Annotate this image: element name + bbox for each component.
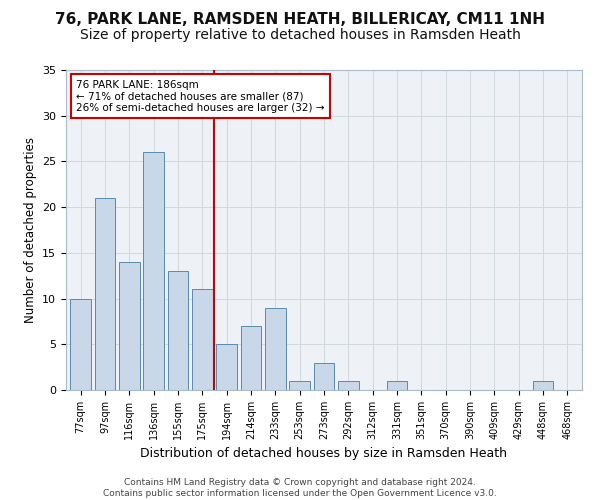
Bar [167, 271, 188, 390]
Text: 76, PARK LANE, RAMSDEN HEATH, BILLERICAY, CM11 1NH: 76, PARK LANE, RAMSDEN HEATH, BILLERICAY… [55, 12, 545, 28]
Text: 76 PARK LANE: 186sqm
← 71% of detached houses are smaller (87)
26% of semi-detac: 76 PARK LANE: 186sqm ← 71% of detached h… [76, 80, 325, 113]
Y-axis label: Number of detached properties: Number of detached properties [23, 137, 37, 323]
Text: Size of property relative to detached houses in Ramsden Heath: Size of property relative to detached ho… [80, 28, 520, 42]
Bar [192, 290, 212, 390]
Bar [119, 262, 140, 390]
Bar [216, 344, 237, 390]
Bar [143, 152, 164, 390]
Text: Contains HM Land Registry data © Crown copyright and database right 2024.
Contai: Contains HM Land Registry data © Crown c… [103, 478, 497, 498]
Bar [289, 381, 310, 390]
Bar [386, 381, 407, 390]
X-axis label: Distribution of detached houses by size in Ramsden Heath: Distribution of detached houses by size … [140, 448, 508, 460]
Bar [314, 362, 334, 390]
Bar [95, 198, 115, 390]
Bar [265, 308, 286, 390]
Bar [70, 298, 91, 390]
Bar [338, 381, 359, 390]
Bar [533, 381, 553, 390]
Bar [241, 326, 262, 390]
